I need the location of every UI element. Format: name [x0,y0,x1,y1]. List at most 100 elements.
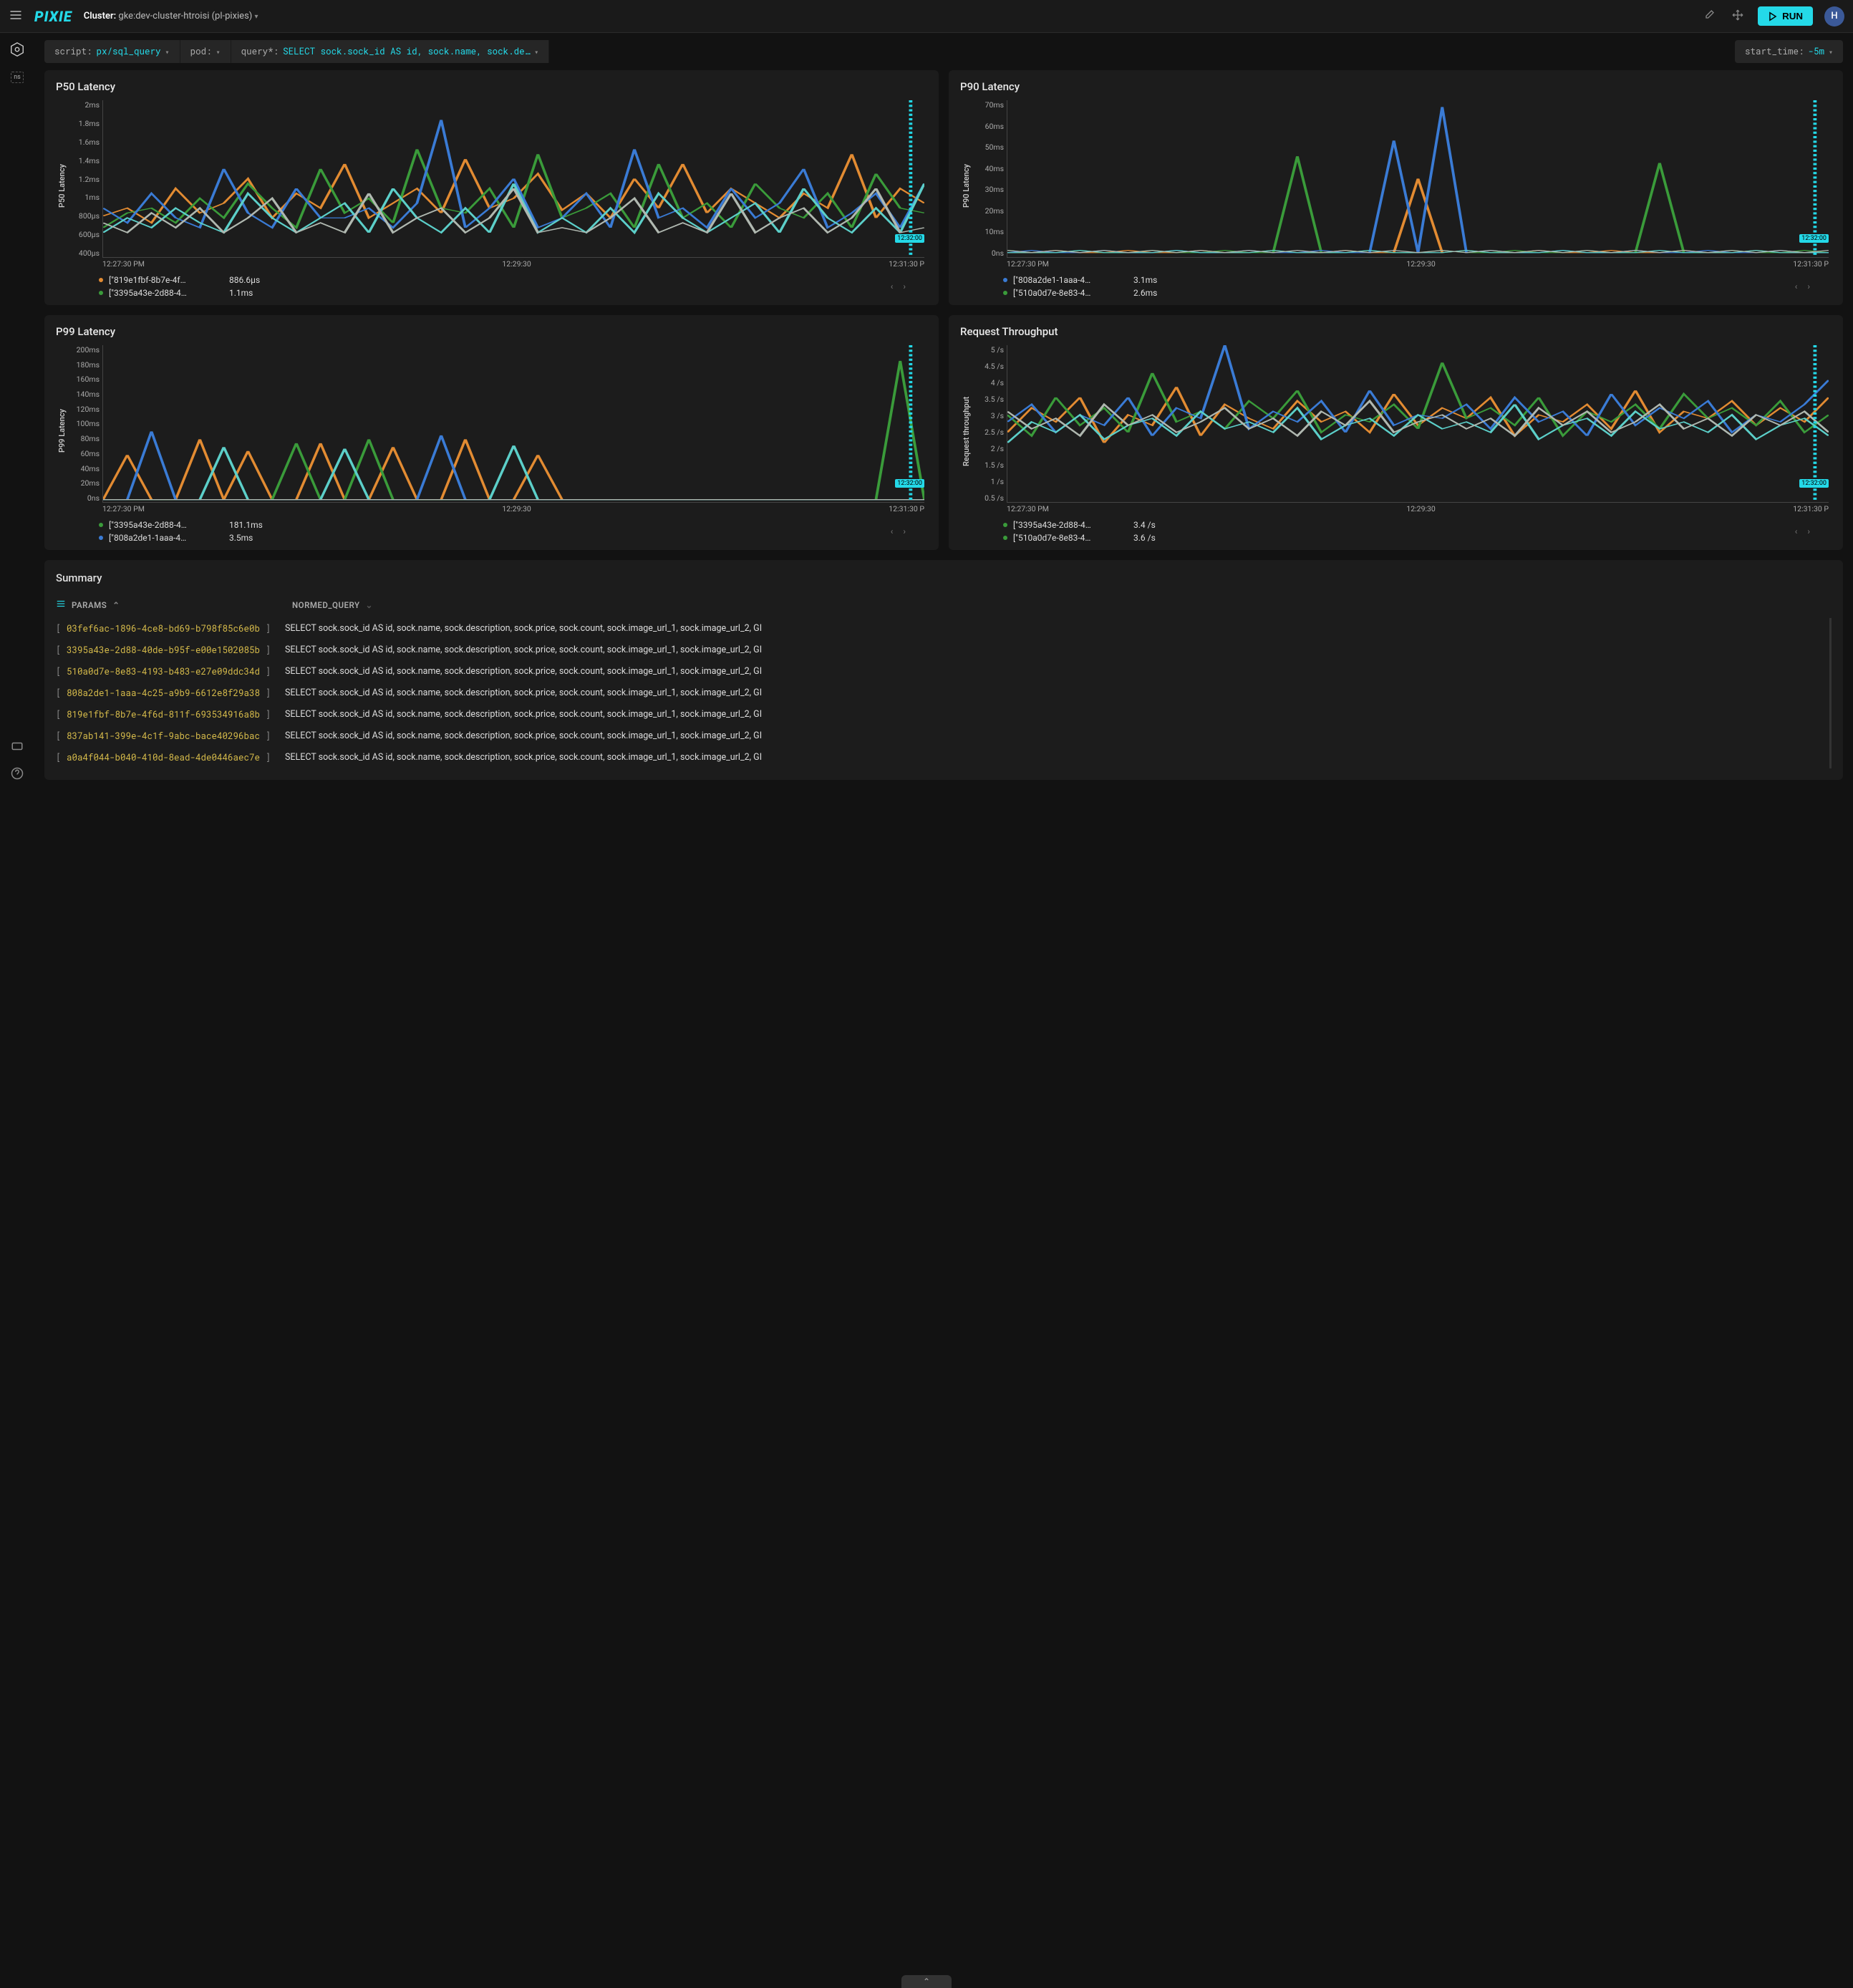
legend-value: 3.4 /s [1133,520,1156,530]
chevron-down-icon: ▾ [216,47,221,57]
cell-query: SELECT sock.sock_id AS id, sock.name, so… [285,666,1829,677]
legend-dot [99,523,103,527]
chart-title: P99 Latency [56,325,927,338]
y-ticks: 70ms60ms50ms40ms30ms20ms10ms0ns [972,100,1004,258]
chevron-down-icon: ▾ [1829,47,1833,57]
table-row[interactable]: [ 819e1fbf-8b7e-4f6d-811f-693534916a8b ]… [56,704,1829,725]
help-icon[interactable] [11,767,24,783]
legend-label: ["510a0d7e-8e83-4… [1013,288,1128,298]
control-bar: script: px/sql_query ▾ pod: ▾ query*: SE… [44,40,1843,63]
legend-value: 3.5ms [229,533,253,543]
legend-item: ["510a0d7e-8e83-4… 2.6ms [1003,288,1157,298]
move-icon[interactable] [1729,6,1746,26]
chart-title: Request Throughput [960,325,1832,338]
table-row[interactable]: [ 510a0d7e-8e83-4193-b483-e27e09ddc34d ]… [56,661,1829,682]
cell-query: SELECT sock.sock_id AS id, sock.name, so… [285,730,1829,742]
table-row[interactable]: [ 808a2de1-1aaa-4c25-a9b9-6612e8f29a38 ]… [56,682,1829,704]
legend-item: ["819e1fbf-8b7e-4f… 886.6µs [99,275,260,285]
legend-value: 181.1ms [229,520,263,530]
x-ticks: 12:27:30 PM12:29:3012:31:30 P [1007,504,1829,517]
expand-handle[interactable]: ⌃ [901,1975,952,1988]
cluster-value: gke:dev-cluster-htroisi (pl-pixies) [118,11,252,21]
chart-plot[interactable]: 12:32:00 [1007,345,1829,503]
cell-params: [ a0a4f044-b040-410d-8ead-4de0446aec7e ] [56,752,285,763]
time-badge: 12:32:00 [1799,479,1829,488]
legend: ["3395a43e-2d88-4… 3.4 /s ["510a0d7e-8e8… [960,517,1832,543]
table-row[interactable]: [ 03fef6ac-1896-4ce8-bd69-b798f85c6e0b ]… [56,618,1829,640]
legend-prev-icon[interactable]: ‹ [891,281,894,291]
table-row[interactable]: [ a0a4f044-b040-410d-8ead-4de0446aec7e ]… [56,747,1829,768]
legend-next-icon[interactable]: › [1807,526,1810,536]
run-button[interactable]: RUN [1758,6,1813,26]
chart-panel: Request Throughput Request throughput 5 … [949,315,1843,550]
kubernetes-icon[interactable] [9,42,25,60]
table-body: [ 03fef6ac-1896-4ce8-bd69-b798f85c6e0b ]… [56,618,1832,768]
col-query-label[interactable]: NORMED_QUERY [292,600,360,610]
table-row[interactable]: [ 837ab141-399e-4c1f-9abc-bace40296bac ]… [56,725,1829,747]
legend-item: ["3395a43e-2d88-4… 181.1ms [99,520,263,530]
cell-params: [ 510a0d7e-8e83-4193-b483-e27e09ddc34d ] [56,666,285,677]
cell-query: SELECT sock.sock_id AS id, sock.name, so… [285,752,1829,763]
time-badge: 12:32:00 [895,479,924,488]
run-label: RUN [1782,11,1803,21]
legend-dot [1003,291,1007,295]
charts-grid: P50 Latency P50 Latency 2ms1.8ms1.6ms1.4… [44,70,1843,550]
namespace-icon[interactable]: ns [11,72,24,83]
chart-plot[interactable]: 12:32:00 [102,345,924,503]
cluster-selector[interactable]: Cluster: gke:dev-cluster-htroisi (pl-pix… [84,11,258,21]
y-ticks: 2ms1.8ms1.6ms1.4ms1.2ms1ms800µs600µs400µ… [68,100,100,258]
sort-icon[interactable]: ⌃ [112,600,120,610]
legend-item: ["3395a43e-2d88-4… 3.4 /s [1003,520,1156,530]
cell-query: SELECT sock.sock_id AS id, sock.name, so… [285,623,1829,634]
legend-prev-icon[interactable]: ‹ [1795,281,1798,291]
chevron-down-icon: ▾ [534,47,538,57]
pod-selector[interactable]: pod: ▾ [180,40,231,63]
cell-params: [ 808a2de1-1aaa-4c25-a9b9-6612e8f29a38 ] [56,687,285,699]
cell-query: SELECT sock.sock_id AS id, sock.name, so… [285,645,1829,656]
legend-label: ["3395a43e-2d88-4… [109,520,223,530]
legend-prev-icon[interactable]: ‹ [1795,526,1798,536]
cell-params: [ 837ab141-399e-4c1f-9abc-bace40296bac ] [56,730,285,742]
legend-item: ["808a2de1-1aaa-4… 3.1ms [1003,275,1157,285]
column-menu-icon[interactable] [56,599,66,611]
query-selector[interactable]: query*: SELECT sock.sock_id AS id, sock.… [231,40,550,63]
legend-value: 2.6ms [1133,288,1157,298]
legend-label: ["819e1fbf-8b7e-4f… [109,275,223,285]
time-badge: 12:32:00 [895,234,924,243]
x-ticks: 12:27:30 PM12:29:3012:31:30 P [102,504,924,517]
y-axis-label: Request throughput [960,345,972,517]
legend-next-icon[interactable]: › [903,281,906,291]
legend-prev-icon[interactable]: ‹ [891,526,894,536]
cell-params: [ 819e1fbf-8b7e-4f6d-811f-693534916a8b ] [56,709,285,720]
legend: ["3395a43e-2d88-4… 181.1ms ["808a2de1-1a… [56,517,927,543]
chevron-down-icon: ▾ [165,47,170,57]
legend-item: ["808a2de1-1aaa-4… 3.5ms [99,533,263,543]
x-ticks: 12:27:30 PM12:29:3012:31:30 P [1007,259,1829,272]
logo: PIXIE [34,8,72,25]
legend-dot [1003,536,1007,540]
col-params-label[interactable]: PARAMS [72,600,107,610]
script-selector[interactable]: script: px/sql_query ▾ [44,40,180,63]
cell-params: [ 3395a43e-2d88-40de-b95f-e00e1502085b ] [56,645,285,656]
x-ticks: 12:27:30 PM12:29:3012:31:30 P [102,259,924,272]
chart-plot[interactable]: 12:32:00 [1007,100,1829,258]
legend-label: ["3395a43e-2d88-4… [109,288,223,298]
y-ticks: 200ms180ms160ms140ms120ms100ms80ms60ms40… [68,345,100,503]
chart-plot[interactable]: 12:32:00 [102,100,924,258]
keyboard-icon[interactable] [11,740,24,756]
start-time-selector[interactable]: start_time: -5m ▾ [1735,40,1843,63]
legend: ["808a2de1-1aaa-4… 3.1ms ["510a0d7e-8e83… [960,272,1832,298]
chart-title: P90 Latency [960,80,1832,93]
edit-icon[interactable] [1700,6,1718,26]
legend-next-icon[interactable]: › [903,526,906,536]
legend-next-icon[interactable]: › [1807,281,1810,291]
chart-panel: P90 Latency P90 Latency 70ms60ms50ms40ms… [949,70,1843,305]
table-row[interactable]: [ 3395a43e-2d88-40de-b95f-e00e1502085b ]… [56,640,1829,661]
chart-panel: P50 Latency P50 Latency 2ms1.8ms1.6ms1.4… [44,70,939,305]
avatar[interactable]: H [1824,6,1844,26]
legend-value: 3.6 /s [1133,533,1156,543]
legend-item: ["510a0d7e-8e83-4… 3.6 /s [1003,533,1156,543]
menu-icon[interactable] [9,8,23,25]
table-header: PARAMS ⌃ NORMED_QUERY ⌄ [56,596,1832,618]
sort-icon[interactable]: ⌄ [366,600,373,610]
